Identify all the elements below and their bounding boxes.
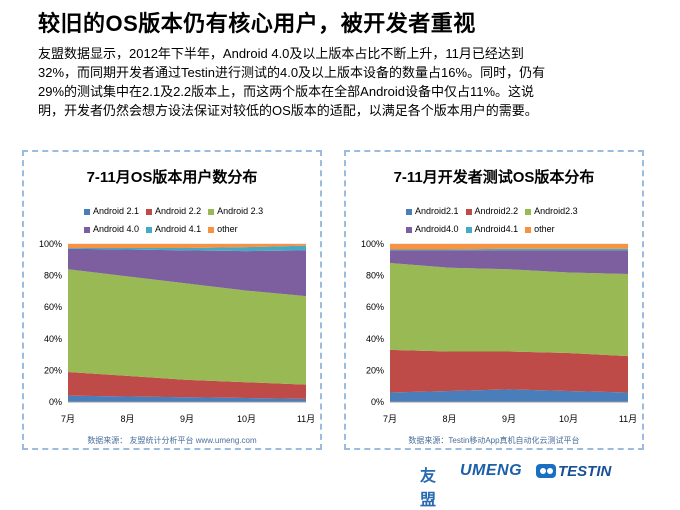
area-series-android2-2 bbox=[390, 349, 628, 393]
legend-label: Android2.3 bbox=[534, 206, 578, 216]
legend-label: other bbox=[534, 224, 555, 234]
area-series-android2-1 bbox=[390, 389, 628, 402]
legend-item: Android2.3 bbox=[525, 202, 578, 220]
area-series-other bbox=[390, 244, 628, 250]
y-tick-label: 80% bbox=[44, 271, 62, 281]
y-tick-label: 0% bbox=[371, 397, 384, 407]
y-tick-label: 100% bbox=[361, 239, 384, 249]
area-series-android-2-2 bbox=[68, 371, 306, 399]
description-paragraph: 友盟数据显示，2012年下半年，Android 4.0及以上版本占比不断上升，1… bbox=[38, 44, 638, 120]
y-tick-label: 60% bbox=[366, 302, 384, 312]
umeng-logo: UMENG bbox=[460, 462, 523, 479]
legend-label: Android2.2 bbox=[474, 206, 519, 216]
x-tick-label: 11月 bbox=[297, 414, 315, 424]
legend-swatch bbox=[465, 226, 472, 233]
x-tick-label: 8月 bbox=[120, 414, 134, 424]
legend-label: other bbox=[217, 224, 238, 234]
chart-title: 7-11月开发者测试OS版本分布 bbox=[393, 169, 595, 186]
legend-swatch bbox=[465, 208, 472, 215]
area-series-android2-3 bbox=[390, 262, 628, 357]
chart-source: 数据来源：Testin移动App真机自动化云测试平台 bbox=[408, 436, 580, 445]
x-tick-label: 11月 bbox=[619, 414, 637, 424]
legend-label: Android4.1 bbox=[474, 224, 519, 234]
y-tick-label: 60% bbox=[44, 302, 62, 312]
x-tick-label: 10月 bbox=[237, 414, 256, 424]
chart-dev-test-os: 0% 20% 40% 60% 80% 100% 7月 8月 9月 10月 11月 bbox=[361, 239, 637, 424]
legend-item: Android4.0 bbox=[406, 220, 459, 238]
legend-item: other bbox=[208, 220, 238, 238]
legend-item: Android2.2 bbox=[465, 202, 519, 220]
legend-item: Android 4.1 bbox=[146, 220, 201, 238]
chart-user-os: 0% 20% 40% 60% 80% 100% 7月 8月 9月 10月 11月 bbox=[39, 239, 315, 424]
paragraph-line: 29%的测试集中在2.1及2.2版本上，而这两个版本在全部Android设备中仅… bbox=[38, 84, 535, 99]
y-tick-label: 20% bbox=[44, 365, 62, 375]
x-tick-label: 7月 bbox=[61, 414, 75, 424]
legend-label: Android 2.1 bbox=[93, 206, 140, 216]
y-tick-label: 20% bbox=[366, 365, 384, 375]
youmeng-logo: 友盟 bbox=[420, 468, 437, 509]
legend-label: Android 2.2 bbox=[155, 206, 202, 216]
x-tick-label: 10月 bbox=[559, 414, 578, 424]
x-tick-label: 7月 bbox=[383, 414, 397, 424]
y-tick-label: 0% bbox=[49, 397, 62, 407]
chart-title: 7-11月OS版本用户数分布 bbox=[86, 169, 258, 186]
area-series-other bbox=[68, 244, 306, 248]
y-tick-label: 40% bbox=[44, 334, 62, 344]
legend-item: Android4.1 bbox=[465, 220, 519, 238]
legend-item: Android 2.3 bbox=[208, 202, 263, 220]
legend-label: Android 2.3 bbox=[217, 206, 264, 216]
legend-item: Android 2.1 bbox=[84, 202, 139, 220]
paragraph-line: 友盟数据显示，2012年下半年，Android 4.0及以上版本占比不断上升，1… bbox=[38, 46, 524, 61]
legend-swatch bbox=[406, 226, 412, 233]
legend-swatch bbox=[406, 208, 412, 215]
area-series-android4-0 bbox=[390, 250, 628, 275]
area-series-android-2-1 bbox=[68, 395, 306, 402]
chart-source: 数据来源： 友盟统计分析平台 www.umeng.com bbox=[87, 436, 257, 445]
legend-label: Android4.0 bbox=[415, 224, 459, 234]
legend-item: Android2.1 bbox=[406, 202, 459, 220]
legend-swatch bbox=[146, 226, 153, 233]
page-title: 较旧的OS版本仍有核心用户，被开发者重视 bbox=[38, 11, 476, 36]
paragraph-line: 明，开发者仍然会想方设法保证对较低的OS版本的适配，以满足各个版本用户的需要。 bbox=[38, 103, 538, 118]
legend-swatch bbox=[525, 226, 532, 233]
area-series-android-2-3 bbox=[68, 269, 306, 385]
legend-item: Android 2.2 bbox=[146, 202, 201, 220]
area-series-android-4-0 bbox=[68, 248, 306, 297]
legend-swatch bbox=[146, 208, 153, 215]
paragraph-line: 32%，而同期开发者通过Testin进行测试的4.0及以上版本设备的数量占16%… bbox=[38, 65, 546, 80]
y-tick-label: 40% bbox=[366, 334, 384, 344]
testin-logo: TESTIN bbox=[558, 463, 612, 480]
legend-swatch bbox=[84, 208, 90, 215]
chart-legend: Android2.1 Android2.2 Android2.3 Android4.0… bbox=[406, 202, 636, 238]
legend-label: Android2.1 bbox=[415, 206, 459, 216]
x-tick-label: 9月 bbox=[502, 414, 516, 424]
legend-item: Android 4.0 bbox=[84, 220, 139, 238]
area-series-android-4-1 bbox=[68, 245, 306, 252]
x-tick-label: 8月 bbox=[442, 414, 456, 424]
y-tick-label: 80% bbox=[366, 271, 384, 281]
legend-label: Android 4.0 bbox=[93, 224, 140, 234]
legend-swatch bbox=[84, 226, 90, 233]
area-series-android4-1 bbox=[390, 248, 628, 251]
legend-item: other bbox=[525, 220, 555, 238]
chart-panel-user-os: 0% 20% 40% 60% 80% 100% 7月 8月 9月 10月 11月 7-11月OS版本… bbox=[22, 150, 322, 450]
chart-panel-dev-test-os: 0% 20% 40% 60% 80% 100% 7月 8月 9月 10月 11月 7-11月开发者测… bbox=[344, 150, 644, 450]
y-tick-label: 100% bbox=[39, 239, 62, 249]
testin-logo-icon bbox=[536, 464, 556, 478]
legend-swatch bbox=[208, 226, 215, 233]
x-tick-label: 9月 bbox=[180, 414, 194, 424]
legend-swatch bbox=[525, 208, 532, 215]
legend-label: Android 4.1 bbox=[155, 224, 202, 234]
legend-swatch bbox=[208, 208, 215, 215]
chart-legend: Android 2.1 Android 2.2 Android 2.3 Android… bbox=[84, 202, 314, 238]
